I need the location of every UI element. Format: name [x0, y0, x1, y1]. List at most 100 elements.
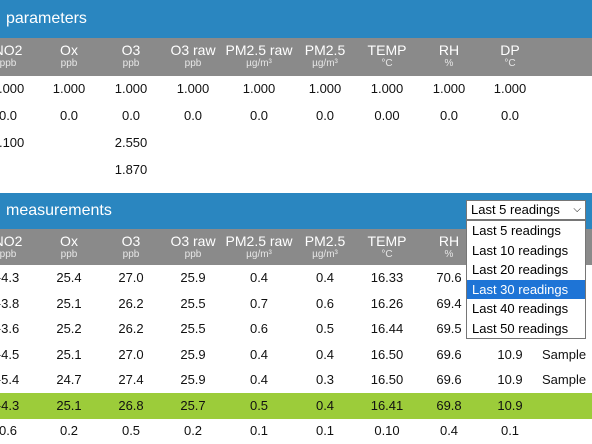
column-unit: ppb [184, 249, 202, 260]
readings-option[interactable]: Last 50 readings [472, 320, 569, 336]
table-row: -3.6 25.2 26.2 25.5 0.6 0.5 16.44 69.5 [0, 316, 592, 342]
column-unit: °C [504, 58, 516, 69]
table-row: 0.0 0.0 0.0 0.0 0.0 0.0 0.00 0.0 0.0 [0, 103, 592, 129]
parameters-title: parameters [6, 10, 87, 27]
readings-dropdown[interactable]: Last 5 readings Last 10 readings Last 20 r… [466, 220, 586, 339]
table-row: -3.8 25.1 26.2 25.5 0.7 0.6 16.26 69.4 [0, 291, 592, 317]
table-cell: 0.5 [249, 398, 269, 413]
column-unit: µg/m³ [312, 249, 338, 260]
table-cell: 1.000 [242, 81, 276, 96]
table-cell: 0.6 [249, 321, 269, 336]
column-header: PM2.5 µg/m³ [305, 42, 345, 70]
table-cell: 0.6 [0, 423, 18, 438]
table-cell: 1.870 [114, 162, 148, 177]
readings-option[interactable]: Last 30 readings [467, 279, 585, 299]
table-cell: 69.8 [436, 398, 462, 413]
column-unit: ppb [60, 58, 78, 69]
table-cell: 27.0 [118, 270, 144, 285]
table-row: 0.100 2.550 [0, 130, 592, 156]
table-cell: 0.0 [0, 108, 18, 123]
table-cell: 69.5 [436, 321, 462, 336]
column-header: DP°C [500, 42, 519, 70]
readings-option[interactable]: Last 10 readings [472, 242, 569, 258]
table-cell: 1.000 [52, 81, 86, 96]
column-name: O3 raw [170, 233, 216, 249]
table-cell: 0.4 [249, 270, 269, 285]
table-cell: 1.000 [114, 81, 148, 96]
table-cell: 10.9 [497, 346, 523, 362]
table-cell: 0.3 [315, 372, 335, 387]
table-cell: 0.2 [183, 423, 203, 438]
readings-option[interactable]: Last 5 readings [472, 223, 561, 238]
column-name: O3 [121, 233, 141, 249]
column-unit: µg/m³ [312, 58, 338, 69]
table-cell: 0.4 [249, 346, 269, 362]
table-row: 1.000 1.000 1.000 1.000 1.000 1.000 1.000 1.000… [0, 76, 592, 102]
table-cell: 16.44 [370, 321, 404, 336]
table-cell: 0.4 [249, 372, 269, 387]
table-cell: 2.550 [114, 135, 148, 150]
table-cell: 25.9 [180, 346, 206, 362]
column-name: TEMP [367, 42, 407, 58]
table-cell: 16.26 [370, 295, 404, 311]
table-cell: 69.4 [436, 295, 462, 311]
table-cell: -3.6 [0, 321, 20, 336]
table-cell: 1.000 [308, 81, 342, 96]
column-name: PM2.5 raw [225, 233, 293, 249]
table-cell: 16.33 [370, 270, 404, 285]
column-name: Ox [60, 42, 78, 58]
readings-select[interactable]: Last 5 readings ⌵ [466, 200, 586, 220]
table-cell: 1.000 [432, 81, 466, 96]
column-name: TEMP [367, 233, 407, 249]
table-cell: 16.50 [370, 372, 404, 387]
table-cell: 0.0 [121, 108, 141, 123]
table-cell: 25.4 [56, 270, 82, 285]
table-row: 0.6 0.2 0.5 0.2 0.1 0.1 0.10 0.4 0.1 [0, 418, 592, 444]
table-cell: 0.10 [374, 423, 400, 438]
table-cell: 1.000 [176, 81, 210, 96]
column-unit: °C [381, 58, 393, 69]
column-header: O3 ppb [122, 233, 141, 261]
table-cell: 0.1 [500, 423, 520, 438]
table-cell: 0.4 [439, 423, 459, 438]
readings-select-value: Last 5 readings [471, 202, 560, 217]
table-cell: 0.1 [249, 423, 269, 438]
column-name: NO2 [0, 42, 23, 58]
table-row: -4.5 25.1 27.0 25.9 0.4 0.4 16.50 69.6 10.9 Sampl… [0, 342, 592, 368]
table-cell: -3.8 [0, 295, 20, 311]
table-cell: 1.000 [0, 81, 25, 96]
table-cell: 25.9 [180, 270, 206, 285]
readings-option[interactable]: Last 40 readings [472, 301, 569, 316]
row-label: Sample [542, 372, 587, 387]
column-header: Ox ppb [60, 42, 78, 70]
table-cell: 0.5 [121, 423, 141, 438]
table-cell: 24.7 [56, 372, 82, 387]
table-cell: 25.5 [180, 295, 206, 311]
column-header: Ox ppb [60, 233, 78, 261]
table-cell: 26.8 [118, 398, 144, 413]
column-unit: ppb [60, 249, 78, 260]
column-header: NO2ppb [0, 233, 22, 261]
column-unit: ppb [122, 249, 140, 260]
column-header: NO2ppb [0, 42, 22, 70]
column-header: PM2.5 raw µg/m³ [226, 42, 293, 70]
parameters-title-bar: parameters [0, 0, 592, 38]
table-cell: 10.9 [497, 398, 523, 413]
table-cell: 26.2 [118, 321, 144, 336]
table-cell: 0.100 [0, 135, 25, 150]
column-name: PM2.5 raw [225, 42, 293, 58]
column-header: O3 ppb [122, 42, 141, 70]
readings-option[interactable]: Last 20 readings [472, 262, 569, 277]
table-cell: 16.41 [370, 398, 404, 413]
table-cell: 1.000 [493, 81, 527, 96]
column-header: RH% [439, 42, 459, 70]
table-cell: 25.1 [56, 295, 82, 311]
table-cell: 69.6 [436, 346, 462, 362]
table-cell: 25.9 [180, 372, 206, 387]
table-cell: 0.1 [315, 423, 335, 438]
table-cell: 0.6 [315, 295, 335, 311]
table-cell: 0.2 [59, 423, 79, 438]
table-cell: 0.0 [439, 108, 459, 123]
column-name: Ox [60, 233, 78, 249]
